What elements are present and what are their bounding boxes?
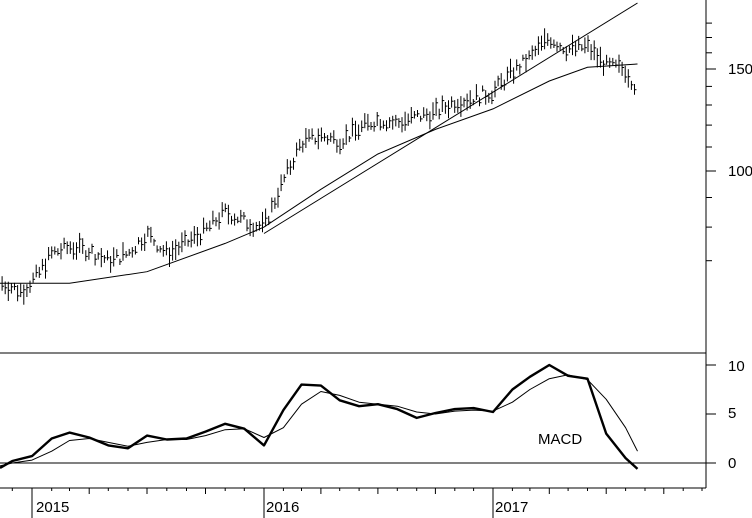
tick-marks xyxy=(11,22,716,518)
y-tick-label-150: 150 xyxy=(728,61,752,78)
x-tick-label-2016: 2016 xyxy=(266,499,299,516)
trendline xyxy=(263,2,638,234)
macd-line xyxy=(0,363,639,470)
macd-signal-line xyxy=(0,374,638,467)
y-tick-label-100: 100 xyxy=(728,163,752,180)
x-tick-label-2017: 2017 xyxy=(495,499,528,516)
moving-average-line xyxy=(0,63,638,284)
y-tick-label-0: 0 xyxy=(728,455,736,472)
tick-labels: 150 100 10 5 0 2015 2016 2017 MACD xyxy=(36,61,752,516)
y-tick-label-10: 10 xyxy=(728,358,745,375)
macd-annotation: MACD xyxy=(538,431,582,448)
x-tick-label-2015: 2015 xyxy=(36,499,69,516)
axes xyxy=(0,0,707,489)
y-tick-label-5: 5 xyxy=(728,405,736,422)
macd-panel xyxy=(0,363,706,470)
price-panel xyxy=(0,2,638,305)
